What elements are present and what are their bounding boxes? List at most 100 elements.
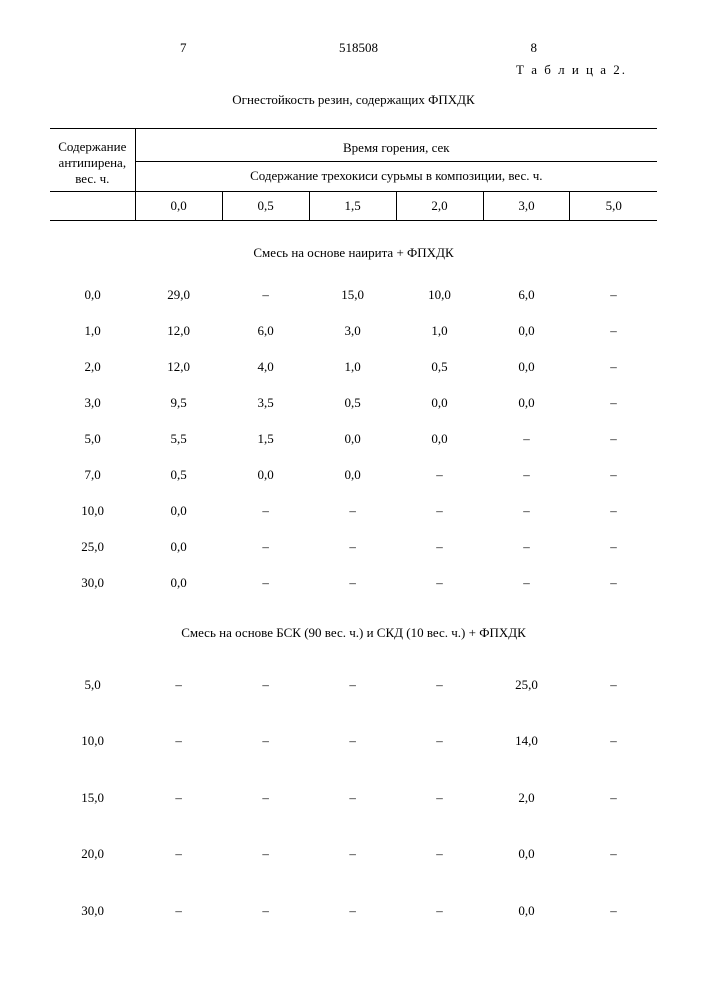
col-header: 0,0 xyxy=(135,192,222,221)
table-cell: 10,0 xyxy=(396,277,483,313)
table-cell: – xyxy=(309,826,396,882)
table-cell: – xyxy=(483,565,570,601)
table-row: 7,00,50,00,0––– xyxy=(50,457,657,493)
col-header: 1,5 xyxy=(309,192,396,221)
table-cell: – xyxy=(222,529,309,565)
table-cell: – xyxy=(483,421,570,457)
table-cell: 1,5 xyxy=(222,421,309,457)
table-cell: 4,0 xyxy=(222,349,309,385)
page-number-left: 7 xyxy=(180,40,187,56)
section-heading: Смесь на основе БСК (90 вес. ч.) и СКД (… xyxy=(50,601,657,657)
table-cell: 3,0 xyxy=(309,313,396,349)
row-label: 30,0 xyxy=(50,565,135,601)
table-cell: 0,5 xyxy=(396,349,483,385)
table-cell: 0,0 xyxy=(135,565,222,601)
table-cell: – xyxy=(396,493,483,529)
table-cell: – xyxy=(396,713,483,769)
section-heading: Смесь на основе наирита + ФПХДК xyxy=(50,221,657,278)
table-cell: 6,0 xyxy=(222,313,309,349)
table-cell: 0,5 xyxy=(309,385,396,421)
table-cell: 0,0 xyxy=(483,385,570,421)
section-title: Смесь на основе БСК (90 вес. ч.) и СКД (… xyxy=(50,601,657,657)
col-header: 3,0 xyxy=(483,192,570,221)
table-cell: – xyxy=(222,277,309,313)
table-cell: 0,5 xyxy=(135,457,222,493)
row-label: 25,0 xyxy=(50,529,135,565)
table-cell: – xyxy=(222,826,309,882)
table-cell: 0,0 xyxy=(483,349,570,385)
table-cell: – xyxy=(396,826,483,882)
table-cell: 12,0 xyxy=(135,349,222,385)
table-row: 5,05,51,50,00,0–– xyxy=(50,421,657,457)
table-cell: 14,0 xyxy=(483,713,570,769)
table-row: 30,0––––0,0– xyxy=(50,883,657,939)
document-number: 518508 xyxy=(339,40,378,56)
row-label: 0,0 xyxy=(50,277,135,313)
table-cell: – xyxy=(222,493,309,529)
table-cell: – xyxy=(396,565,483,601)
row-label: 5,0 xyxy=(50,657,135,713)
table-cell: – xyxy=(570,385,657,421)
table-cell: – xyxy=(222,883,309,939)
table-row: 15,0––––2,0– xyxy=(50,770,657,826)
table-row: 2,012,04,01,00,50,0– xyxy=(50,349,657,385)
row-label: 2,0 xyxy=(50,349,135,385)
table-cell: – xyxy=(222,770,309,826)
table-cell: 3,5 xyxy=(222,385,309,421)
table-cell: – xyxy=(396,529,483,565)
table-row: 10,00,0––––– xyxy=(50,493,657,529)
row-label: 10,0 xyxy=(50,713,135,769)
table-cell: – xyxy=(570,713,657,769)
table-cell: 5,5 xyxy=(135,421,222,457)
table-cell: – xyxy=(396,883,483,939)
table-body: Смесь на основе наирита + ФПХДК0,029,0–1… xyxy=(50,221,657,939)
table-cell: 0,0 xyxy=(396,421,483,457)
row-label: 30,0 xyxy=(50,883,135,939)
table-cell: – xyxy=(309,493,396,529)
table-cell: 1,0 xyxy=(309,349,396,385)
page-number-right: 8 xyxy=(531,40,538,56)
data-table: Содержание антипирена, вес. ч. Время гор… xyxy=(50,128,657,939)
table-cell: 0,0 xyxy=(483,313,570,349)
row-label: 20,0 xyxy=(50,826,135,882)
col-header: 2,0 xyxy=(396,192,483,221)
table-header: Содержание антипирена, вес. ч. Время гор… xyxy=(50,129,657,221)
table-cell: – xyxy=(570,421,657,457)
table-cell: – xyxy=(222,657,309,713)
row-header-label: Содержание антипирена, вес. ч. xyxy=(50,129,135,192)
table-cell: 12,0 xyxy=(135,313,222,349)
table-cell: 25,0 xyxy=(483,657,570,713)
table-cell: – xyxy=(309,713,396,769)
table-cell: – xyxy=(135,713,222,769)
table-cell: 0,0 xyxy=(483,826,570,882)
table-cell: 2,0 xyxy=(483,770,570,826)
row-label: 10,0 xyxy=(50,493,135,529)
table-cell: – xyxy=(570,826,657,882)
table-row: 30,00,0––––– xyxy=(50,565,657,601)
row-label: 7,0 xyxy=(50,457,135,493)
sub-title: Содержание трехокиси сурьмы в композиции… xyxy=(135,161,657,191)
table-cell: – xyxy=(396,657,483,713)
table-row: 3,09,53,50,50,00,0– xyxy=(50,385,657,421)
table-cell: 9,5 xyxy=(135,385,222,421)
table-cell: – xyxy=(135,826,222,882)
table-cell: 0,0 xyxy=(135,529,222,565)
table-cell: – xyxy=(309,529,396,565)
table-cell: – xyxy=(222,565,309,601)
table-cell: – xyxy=(135,657,222,713)
col-header: 0,5 xyxy=(222,192,309,221)
table-cell: – xyxy=(135,770,222,826)
table-cell: – xyxy=(309,770,396,826)
table-cell: 6,0 xyxy=(483,277,570,313)
table-cell: 0,0 xyxy=(396,385,483,421)
table-cell: – xyxy=(483,529,570,565)
group-title: Время горения, сек xyxy=(135,129,657,162)
table-cell: 15,0 xyxy=(309,277,396,313)
table-cell: – xyxy=(483,457,570,493)
table-cell: – xyxy=(570,770,657,826)
table-cell: 29,0 xyxy=(135,277,222,313)
table-row: 20,0––––0,0– xyxy=(50,826,657,882)
table-cell: 0,0 xyxy=(309,457,396,493)
table-cell: – xyxy=(570,529,657,565)
table-label: Т а б л и ц а 2. xyxy=(50,62,657,78)
